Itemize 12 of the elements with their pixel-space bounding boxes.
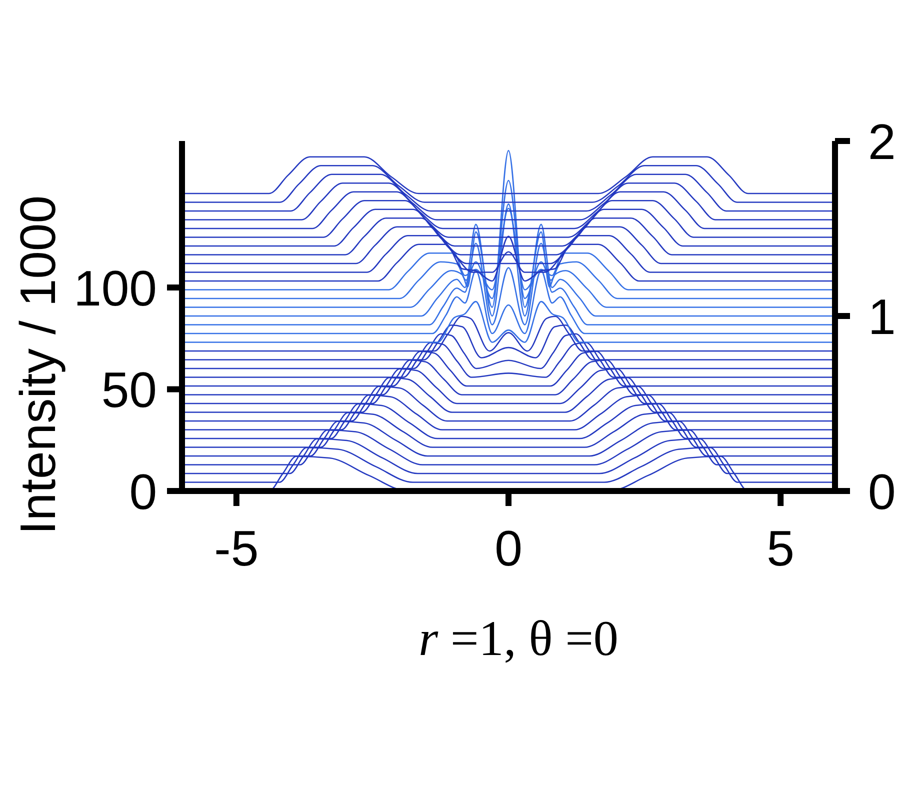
y-tick-label: 50 <box>101 362 157 418</box>
x-tick-label: 0 <box>494 520 522 576</box>
y2-tick-label: 2 <box>868 114 896 170</box>
y-tick-label: 100 <box>74 260 157 316</box>
x-tick-label: 5 <box>766 520 794 576</box>
y2-tick-label: 0 <box>868 464 896 520</box>
x-axis-title: r =1, θ =0 <box>418 610 618 666</box>
x-tick-label: -5 <box>214 520 259 576</box>
y2-tick-label: 1 <box>868 288 896 345</box>
line-series <box>182 300 835 343</box>
y-tick-label: 0 <box>129 464 157 520</box>
y-axis-title: Intensity / 1000 <box>10 195 66 535</box>
